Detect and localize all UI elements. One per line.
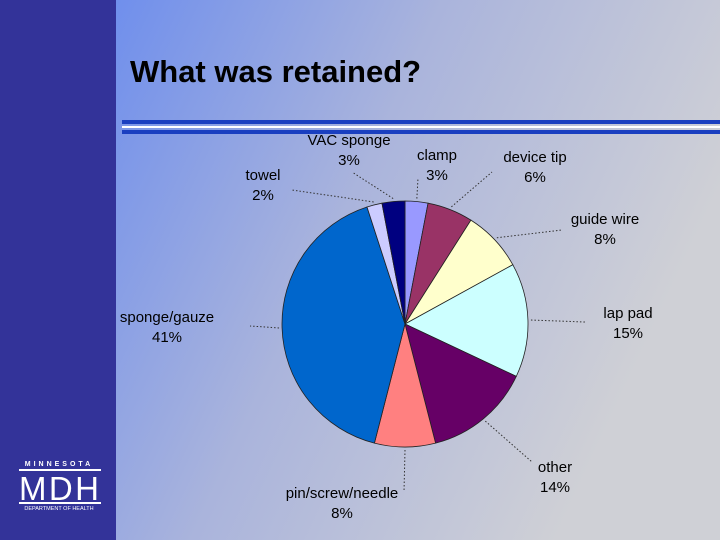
rule [122, 126, 720, 128]
slice-label: towel [245, 167, 280, 184]
slice-label: guide wire [571, 211, 639, 228]
logo-rule [19, 502, 101, 504]
chart-title: What was retained? [130, 54, 421, 89]
leader-line [496, 229, 563, 239]
leader-line [403, 449, 406, 493]
slice-label: other [538, 459, 572, 476]
slice-value-label: 14% [540, 479, 570, 496]
slice-value-label: 2% [252, 187, 274, 204]
slice-value-label: 41% [152, 329, 182, 346]
slice-label: pin/screw/needle [286, 485, 399, 502]
slice-label: sponge/gauze [120, 309, 214, 326]
leader-line [351, 171, 394, 199]
pie-slice [281, 206, 406, 444]
logo-bottom: DEPARTMENT OF HEALTH [24, 506, 93, 512]
slice-value-label: 8% [331, 505, 353, 522]
slice-value-label: 3% [338, 152, 360, 169]
logo-main: MDH [19, 470, 99, 507]
slice-value-label: 6% [524, 169, 546, 186]
pie-slice [404, 323, 517, 444]
logo-top: MINNESOTA [25, 461, 93, 468]
rule [122, 120, 720, 124]
logo-rule [19, 469, 101, 471]
slice-label: clamp [417, 147, 457, 164]
slice-label: device tip [503, 149, 566, 166]
logo: MINNESOTA MDH DEPARTMENT OF HEALTH [19, 461, 101, 512]
pie-slice [404, 264, 529, 377]
slice-label: lap pad [603, 305, 652, 322]
side-bar [0, 0, 116, 540]
slice-value-label: 8% [594, 231, 616, 248]
pie-slice [381, 200, 406, 325]
leader-line [249, 325, 280, 329]
slice-value-label: 3% [426, 167, 448, 184]
slice-value-label: 15% [613, 325, 643, 342]
slice-label: VAC sponge [307, 132, 390, 149]
rule [122, 130, 720, 134]
